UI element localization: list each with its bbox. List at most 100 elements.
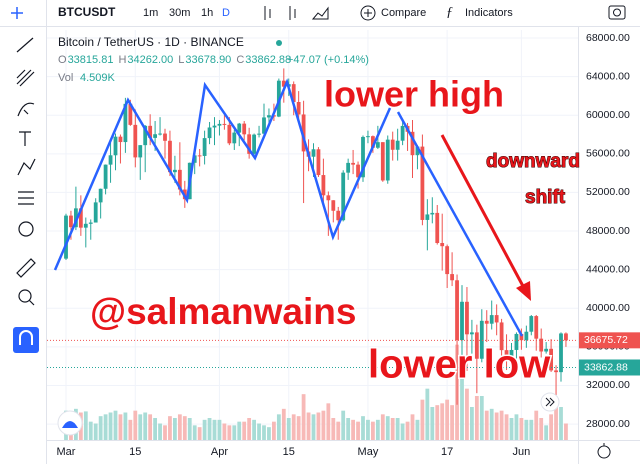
ohlc-label: L: [178, 54, 184, 66]
volume-bar: [534, 410, 539, 440]
volume-bar: [415, 419, 420, 440]
volume-bar: [484, 410, 489, 440]
volume-bar: [474, 396, 479, 440]
candle-body: [217, 123, 222, 126]
volume-bar: [93, 423, 98, 440]
candle-body: [143, 125, 148, 146]
compare-button[interactable]: Compare: [381, 7, 426, 19]
volume-bar: [252, 419, 256, 440]
magnet-tool[interactable]: [13, 327, 39, 353]
settings-icon[interactable]: [597, 443, 611, 459]
candle-body: [509, 349, 514, 360]
candle-body: [227, 124, 232, 144]
emoji-tool[interactable]: [18, 221, 34, 237]
ohlc-value: 33862.88: [245, 54, 291, 66]
volume-bar: [301, 394, 306, 440]
volume-bar: [445, 399, 450, 440]
volume-bar: [425, 388, 430, 440]
x-tick-label: 17: [441, 446, 453, 458]
candle-body: [242, 123, 247, 135]
candle-body: [103, 164, 108, 189]
volume-bar: [148, 414, 153, 440]
candle-body: [489, 315, 494, 324]
interval[interactable]: 1m: [143, 7, 158, 19]
volume-bar: [479, 396, 484, 440]
area-icon[interactable]: [311, 6, 329, 20]
candle-body: [326, 195, 331, 201]
drawing-tools: [16, 37, 36, 306]
y-tick-label: 40000.00: [586, 302, 630, 314]
volume-bar: [103, 414, 108, 440]
y-tick-label: 68000.00: [586, 32, 630, 44]
volume-bar: [435, 405, 440, 440]
crosshair-icon[interactable]: [11, 7, 23, 19]
volume-bar: [128, 419, 133, 440]
text-tool[interactable]: [19, 131, 31, 146]
candle-body: [514, 333, 519, 350]
candle-body: [301, 114, 306, 152]
brush-tool[interactable]: [17, 102, 35, 117]
candle-body: [133, 124, 138, 158]
candle-body: [296, 102, 301, 115]
interval-active[interactable]: D: [222, 7, 230, 19]
candle-body: [237, 123, 242, 133]
fib-tool[interactable]: [16, 69, 35, 87]
candle-body: [138, 145, 143, 158]
volume-bar: [237, 421, 242, 440]
ruler-tool[interactable]: [16, 258, 36, 278]
annotation: @salmanwains: [90, 291, 356, 332]
trend-drawing[interactable]: [396, 111, 524, 337]
candle-body: [425, 214, 430, 220]
candle-body: [168, 140, 172, 173]
logo-mark: [62, 421, 78, 428]
indicators-button[interactable]: Indicators: [465, 7, 513, 19]
ohlc-value: 33815.81: [68, 54, 114, 66]
candle-body: [74, 208, 78, 228]
candle-body: [400, 125, 405, 141]
volume-bar: [494, 412, 499, 440]
fx-icon[interactable]: ƒ: [446, 5, 453, 20]
volume-bar: [281, 408, 286, 440]
volume-bar: [98, 416, 103, 440]
volume-bar: [247, 418, 252, 440]
volume-bar: [242, 421, 247, 440]
symbol[interactable]: BTCUSDT: [58, 5, 116, 19]
candle-body: [390, 139, 395, 150]
ohlc-label: H: [118, 54, 126, 66]
volume-bar: [420, 399, 425, 440]
candle-body: [93, 202, 98, 223]
ohlc-label: O: [58, 54, 67, 66]
volume-bar: [544, 425, 549, 440]
volume-bar: [326, 403, 331, 440]
arrow-drawing[interactable]: [440, 134, 526, 289]
volume-bar: [499, 410, 504, 440]
compare-icon-plus[interactable]: [364, 9, 372, 17]
zoom-tool[interactable]: [18, 289, 32, 303]
trend-line-tool[interactable]: [16, 37, 34, 53]
price-tag: [579, 359, 640, 376]
compare-icon[interactable]: [360, 5, 376, 21]
volume-bar: [158, 423, 162, 440]
camera-icon[interactable]: [608, 5, 626, 20]
volume-bar: [202, 419, 207, 440]
plot-area: 68000.00 64000.00 60000.00 56000.00 52000.00…: [47, 27, 640, 464]
trend-drawing[interactable]: [53, 78, 392, 271]
y-tick-label: 44000.00: [586, 263, 630, 275]
volume-bar: [346, 418, 351, 440]
candle-body: [128, 103, 133, 125]
volume-bar: [291, 414, 296, 440]
volume-bar: [529, 419, 534, 440]
candle-body: [197, 155, 202, 157]
candle-body: [539, 338, 544, 352]
prediction-tool[interactable]: [18, 191, 34, 205]
pattern-tool[interactable]: [17, 158, 36, 176]
interval[interactable]: 1h: [201, 7, 213, 19]
interval[interactable]: 30m: [169, 7, 190, 19]
candle-body: [232, 132, 237, 144]
volume-bar: [371, 421, 375, 440]
volume-bar: [361, 416, 365, 440]
x-tick-label: 15: [129, 446, 141, 458]
annotation: shift: [525, 187, 566, 208]
candle-type-icon[interactable]: [264, 6, 296, 20]
